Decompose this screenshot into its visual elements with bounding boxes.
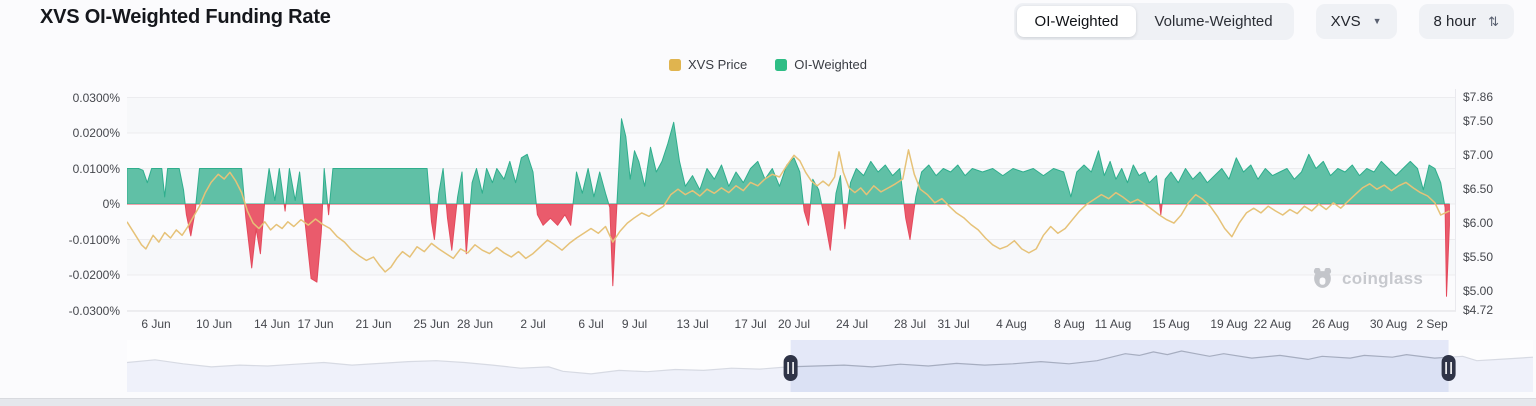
x-axis-label: 20 Jul bbox=[777, 317, 811, 331]
main-chart-svg bbox=[127, 97, 1456, 311]
x-axis-label: 19 Aug bbox=[1210, 317, 1248, 331]
y-axis-label-left: 0.0200% bbox=[72, 126, 120, 140]
x-axis-label: 17 Jun bbox=[297, 317, 334, 331]
header-controls: OI-Weighted Volume-Weighted XVS ▼ 8 hour… bbox=[1013, 3, 1514, 40]
x-axis-label: 2 Sep bbox=[1416, 317, 1448, 331]
legend-item-xvs-price[interactable]: XVS Price bbox=[669, 57, 747, 72]
symbol-select[interactable]: XVS ▼ bbox=[1315, 4, 1397, 39]
y-axis-label-right: $5.50 bbox=[1463, 250, 1494, 264]
watermark-text: coinglass bbox=[1342, 268, 1424, 288]
x-axis-label: 11 Aug bbox=[1094, 317, 1132, 331]
navigator[interactable] bbox=[127, 340, 1533, 392]
y-axis-label-left: 0% bbox=[102, 197, 120, 211]
legend-label: XVS Price bbox=[688, 57, 748, 72]
x-axis-label: 30 Aug bbox=[1369, 317, 1408, 331]
xvs-price-swatch bbox=[669, 58, 681, 71]
x-axis-label: 28 Jun bbox=[456, 317, 494, 331]
chart-legend: XVS Price OI-Weighted bbox=[0, 57, 1536, 72]
bottom-divider bbox=[0, 398, 1536, 406]
x-axis-label: 10 Jun bbox=[195, 317, 233, 331]
x-axis-label: 31 Jul bbox=[937, 317, 970, 331]
weighting-toggle: OI-Weighted Volume-Weighted bbox=[1013, 3, 1294, 40]
chevron-down-icon: ▼ bbox=[1372, 16, 1382, 26]
x-axis-label: 13 Jul bbox=[676, 317, 709, 331]
y-axis-label-left: -0.0300% bbox=[68, 303, 120, 318]
x-axis-line bbox=[127, 311, 1456, 312]
x-axis-label: 28 Jul bbox=[893, 317, 927, 331]
y-axis-label-right: $7.50 bbox=[1463, 114, 1494, 129]
x-axis-label: 24 Jul bbox=[835, 317, 869, 331]
coinglass-watermark: coinglass bbox=[1311, 268, 1423, 289]
up-down-arrows-icon: ⇅ bbox=[1488, 14, 1499, 29]
y-axis-label-left: 0.0100% bbox=[72, 161, 120, 176]
y-axis-label-right: $5.00 bbox=[1463, 283, 1494, 298]
toggle-oi-weighted[interactable]: OI-Weighted bbox=[1016, 6, 1137, 37]
y-axis-label-left: -0.0100% bbox=[68, 232, 120, 247]
legend-item-oi-weighted[interactable]: OI-Weighted bbox=[775, 57, 867, 72]
x-axis-label: 9 Jul bbox=[621, 317, 648, 331]
x-axis-label: 6 Jul bbox=[578, 317, 604, 331]
x-axis-label: 15 Aug bbox=[1152, 317, 1190, 331]
y-axis-label-left: -0.0200% bbox=[68, 268, 120, 282]
x-axis-label: 2 Jul bbox=[520, 317, 546, 331]
x-axis-label: 17 Jul bbox=[734, 317, 767, 331]
x-axis-label: 22 Aug bbox=[1253, 317, 1292, 331]
y-axis-label-right: $6.50 bbox=[1463, 182, 1494, 197]
legend-label: OI-Weighted bbox=[794, 57, 867, 72]
y-axis-label-right: $4.72 bbox=[1463, 302, 1494, 317]
x-axis-label: 14 Jun bbox=[253, 317, 291, 331]
y-axis-label-right: $7.86 bbox=[1463, 90, 1494, 104]
oi-weighted-swatch bbox=[775, 58, 788, 71]
coinglass-logo-icon bbox=[1313, 268, 1332, 288]
symbol-select-value: XVS bbox=[1330, 13, 1361, 30]
x-axis-label: 25 Jun bbox=[413, 317, 450, 331]
x-axis-label: 8 Aug bbox=[1054, 317, 1085, 331]
x-axis-label: 6 Jun bbox=[141, 317, 171, 331]
interval-select[interactable]: 8 hour ⇅ bbox=[1418, 4, 1514, 39]
y-axis-label-right: $7.00 bbox=[1463, 148, 1494, 163]
x-axis-label: 4 Aug bbox=[996, 317, 1027, 331]
x-axis-label: 26 Aug bbox=[1311, 317, 1350, 331]
x-axis-label: 21 Jun bbox=[355, 317, 392, 331]
interval-select-value: 8 hour bbox=[1433, 13, 1477, 30]
y-axis-label-right: $6.00 bbox=[1463, 216, 1494, 231]
y-axis-label-left: 0.0300% bbox=[72, 90, 120, 105]
page-title: XVS OI-Weighted Funding Rate bbox=[40, 6, 331, 28]
toggle-volume-weighted[interactable]: Volume-Weighted bbox=[1136, 6, 1290, 37]
right-axis-line bbox=[1455, 89, 1456, 311]
